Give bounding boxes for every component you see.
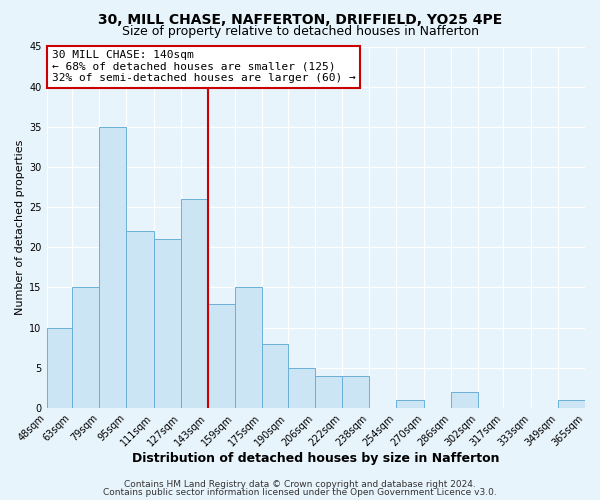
Bar — [47, 328, 72, 408]
Bar — [315, 376, 342, 408]
Text: 30 MILL CHASE: 140sqm
← 68% of detached houses are smaller (125)
32% of semi-det: 30 MILL CHASE: 140sqm ← 68% of detached … — [52, 50, 356, 84]
Bar — [262, 344, 288, 408]
X-axis label: Distribution of detached houses by size in Nafferton: Distribution of detached houses by size … — [132, 452, 500, 465]
Bar — [288, 368, 315, 408]
Text: 30, MILL CHASE, NAFFERTON, DRIFFIELD, YO25 4PE: 30, MILL CHASE, NAFFERTON, DRIFFIELD, YO… — [98, 12, 502, 26]
Bar — [558, 400, 585, 408]
Bar — [342, 376, 369, 408]
Bar — [72, 288, 99, 408]
Bar — [208, 304, 235, 408]
Bar — [154, 240, 181, 408]
Bar — [99, 127, 127, 408]
Bar — [451, 392, 478, 408]
Bar — [127, 232, 154, 408]
Bar — [235, 288, 262, 408]
Bar — [397, 400, 424, 408]
Text: Size of property relative to detached houses in Nafferton: Size of property relative to detached ho… — [121, 25, 479, 38]
Y-axis label: Number of detached properties: Number of detached properties — [15, 140, 25, 315]
Text: Contains public sector information licensed under the Open Government Licence v3: Contains public sector information licen… — [103, 488, 497, 497]
Text: Contains HM Land Registry data © Crown copyright and database right 2024.: Contains HM Land Registry data © Crown c… — [124, 480, 476, 489]
Bar — [181, 199, 208, 408]
